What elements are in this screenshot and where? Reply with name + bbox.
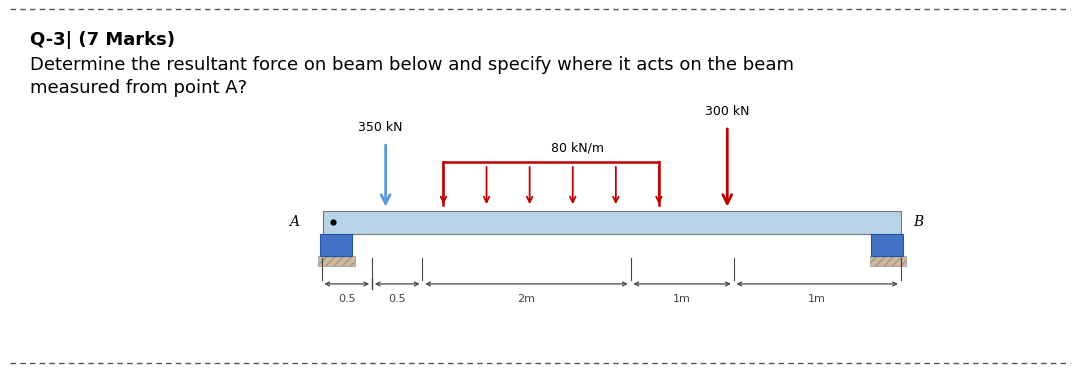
Text: A: A	[289, 216, 299, 229]
Text: 1m: 1m	[808, 293, 826, 303]
Bar	[323, 211, 901, 234]
Text: measured from point A?: measured from point A?	[30, 79, 247, 97]
Text: 80 kN/m: 80 kN/m	[551, 141, 604, 154]
Text: Determine the resultant force on beam below and specify where it acts on the bea: Determine the resultant force on beam be…	[30, 56, 794, 74]
Text: B: B	[914, 216, 923, 229]
Text: 350 kN: 350 kN	[359, 121, 403, 134]
Bar	[321, 234, 352, 256]
Text: Q-3| (7 Marks): Q-3| (7 Marks)	[30, 31, 175, 49]
Text: 0.5: 0.5	[389, 293, 406, 303]
Bar	[319, 256, 355, 266]
Bar	[870, 256, 906, 266]
Text: 300 kN: 300 kN	[705, 105, 750, 118]
Text: 1m: 1m	[673, 293, 691, 303]
Text: 2m: 2m	[517, 293, 536, 303]
Bar	[872, 234, 903, 256]
Text: 0.5: 0.5	[338, 293, 355, 303]
